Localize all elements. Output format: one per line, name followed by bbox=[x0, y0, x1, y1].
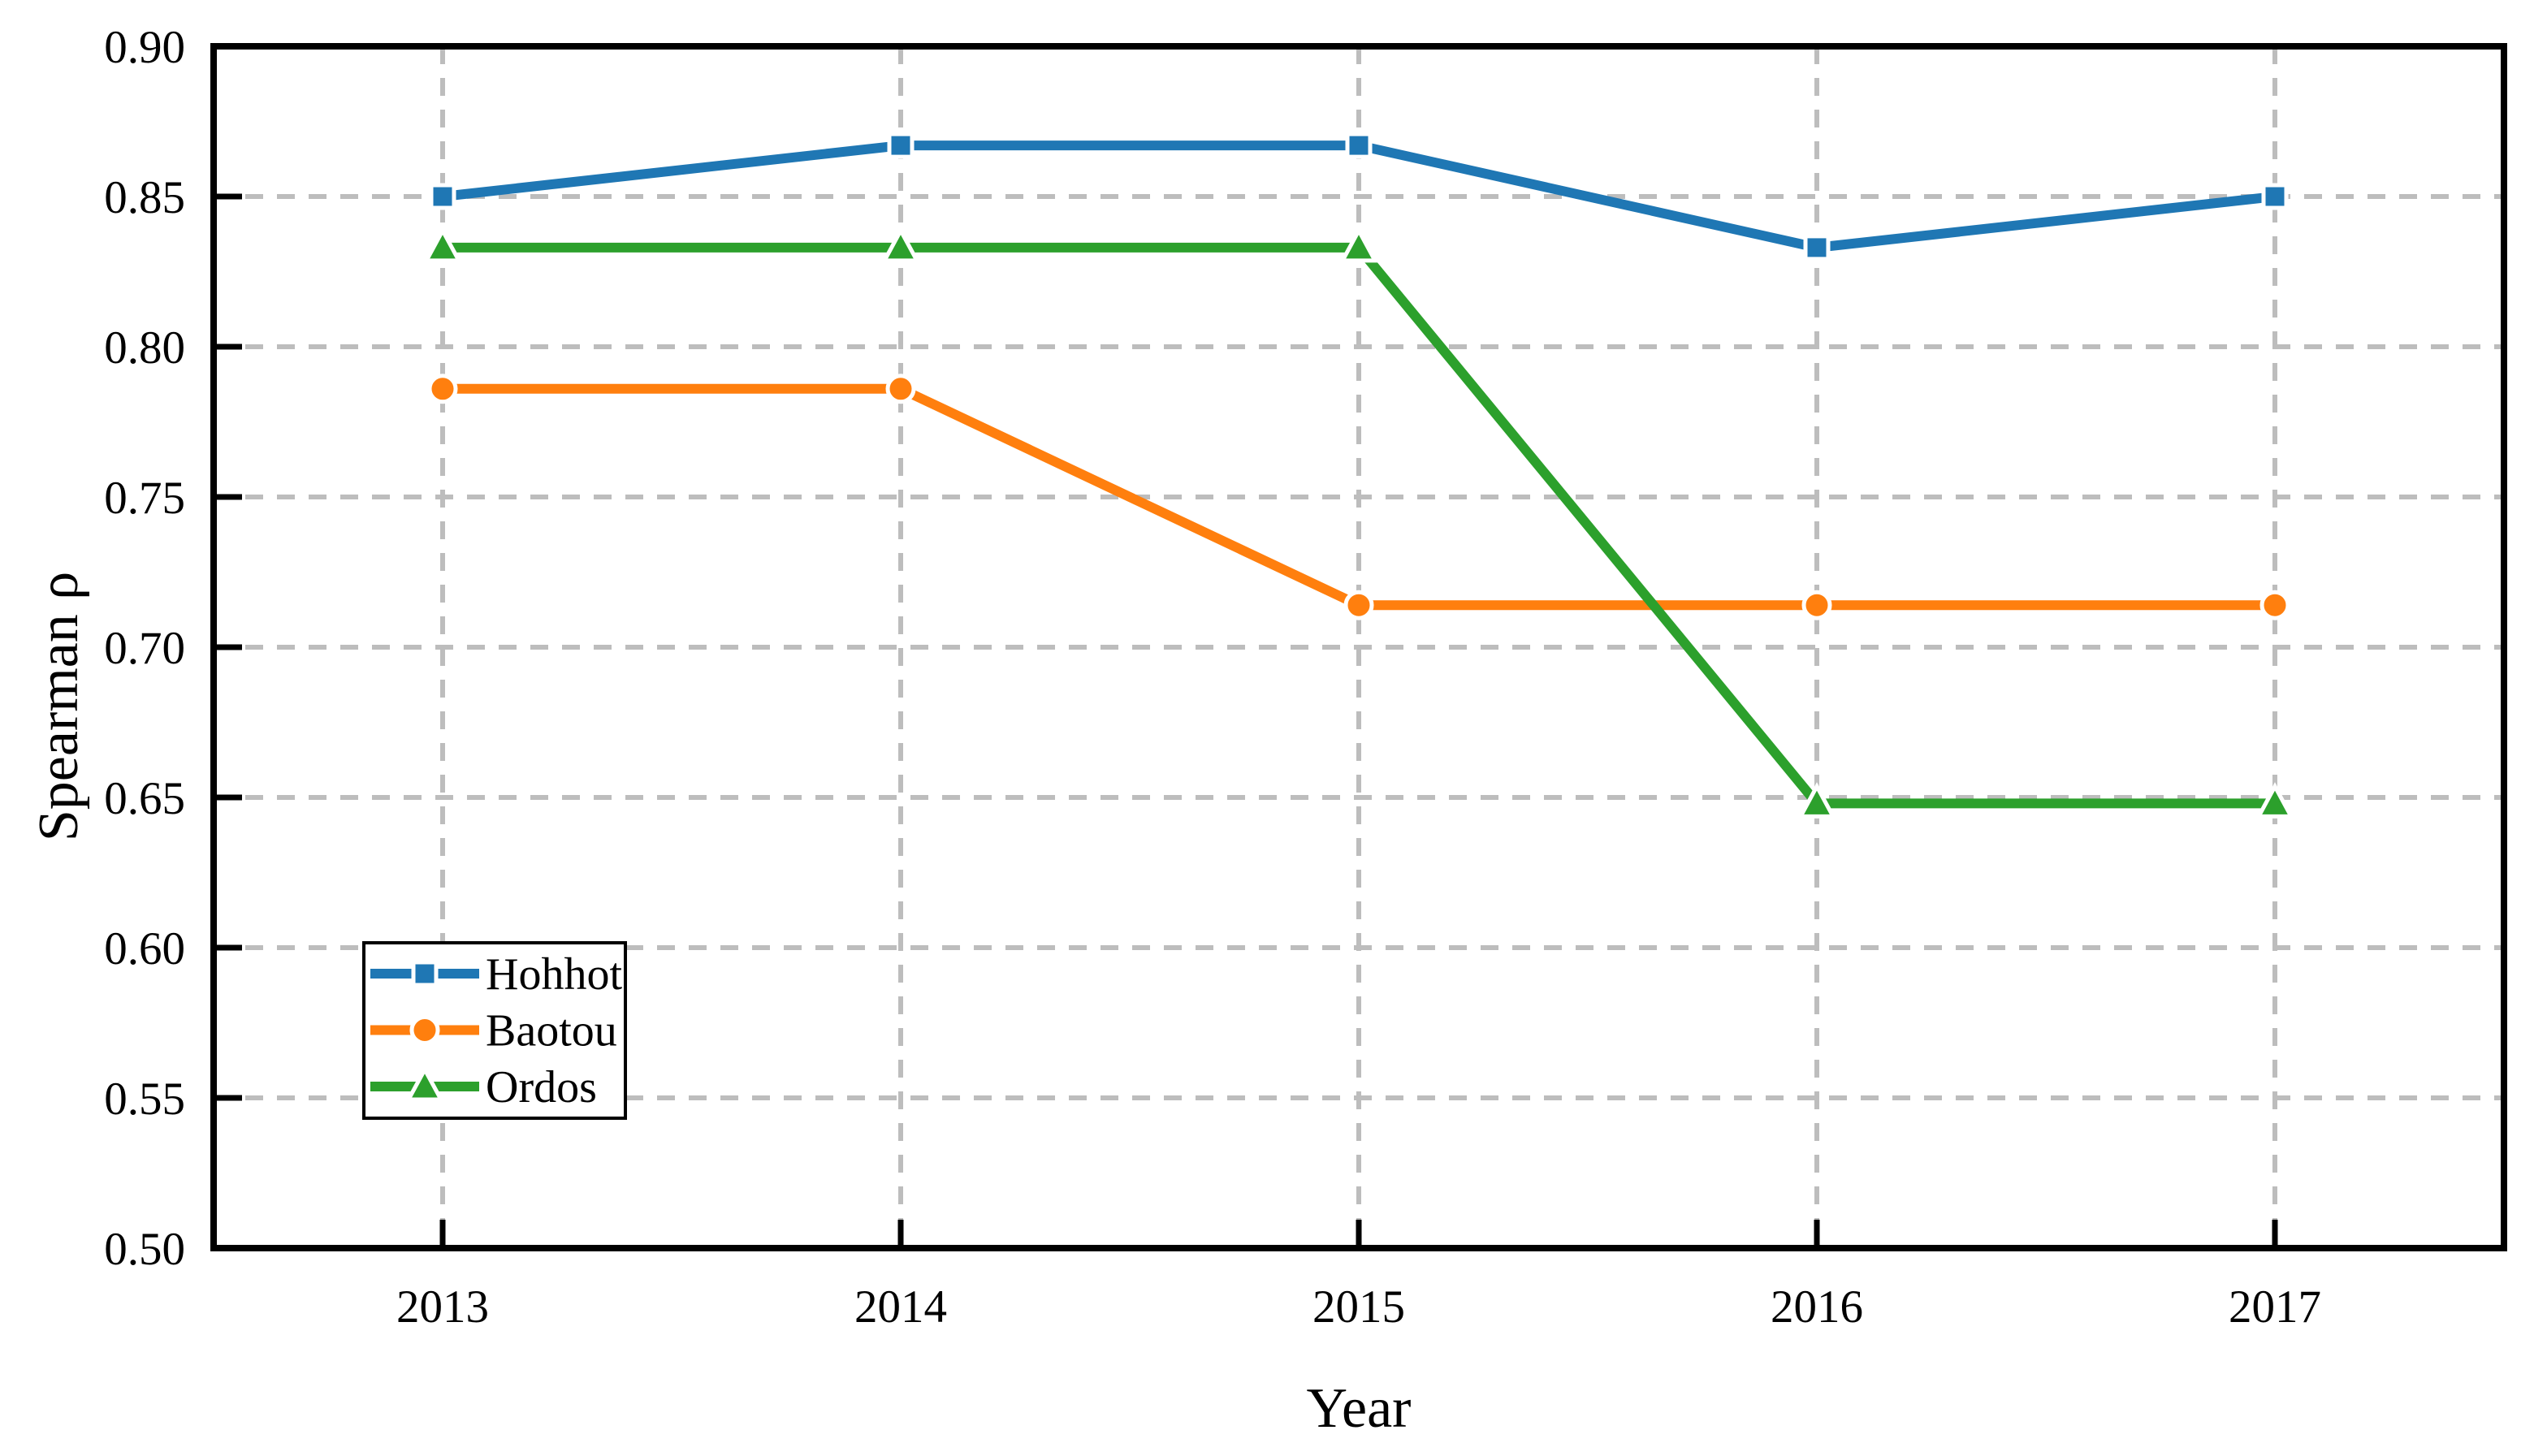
series-layer bbox=[422, 132, 2295, 819]
marker-triangle bbox=[880, 226, 921, 263]
tick-labels: 0.50 0.55 0.60 0.65 0.70 0.75 0.80 0.85 0.90 2013… bbox=[104, 22, 2321, 1333]
y-tick-label: 0.90 bbox=[104, 22, 185, 73]
y-tick-label: 0.55 bbox=[104, 1074, 185, 1125]
y-tick-label: 0.60 bbox=[104, 923, 185, 974]
series-ordos bbox=[422, 226, 2295, 819]
axis-ticks bbox=[214, 43, 2278, 1251]
x-tick-label: 2013 bbox=[396, 1281, 489, 1333]
marker-square bbox=[429, 183, 456, 210]
marker-square bbox=[1803, 234, 1831, 261]
marker-square bbox=[887, 132, 915, 159]
marker-circle bbox=[885, 374, 916, 404]
x-tick-label: 2017 bbox=[2229, 1281, 2321, 1333]
y-tick-label: 0.50 bbox=[104, 1224, 185, 1275]
y-tick-label: 0.75 bbox=[104, 473, 185, 524]
legend-entry-baotou: Baotou bbox=[370, 1006, 617, 1056]
series-baotou bbox=[427, 374, 2290, 620]
x-tick-label: 2016 bbox=[1771, 1281, 1863, 1333]
x-tick-label: 2014 bbox=[854, 1281, 947, 1333]
marker-triangle bbox=[1338, 226, 1379, 263]
x-axis-title: Year bbox=[1307, 1377, 1412, 1440]
legend-marker-triangle bbox=[404, 1065, 445, 1102]
y-tick-label: 0.65 bbox=[104, 773, 185, 824]
legend-marker-square bbox=[411, 960, 439, 987]
marker-square bbox=[1345, 132, 1373, 159]
y-tick-label: 0.85 bbox=[104, 172, 185, 223]
y-tick-label: 0.80 bbox=[104, 322, 185, 374]
marker-square bbox=[2261, 183, 2289, 210]
series-hohhot bbox=[429, 132, 2289, 261]
marker-triangle bbox=[422, 226, 463, 263]
legend-label: Hohhot bbox=[486, 949, 622, 1000]
marker-circle bbox=[1343, 590, 1374, 620]
legend-entry-ordos: Ordos bbox=[370, 1062, 597, 1113]
legend-entry-hohhot: Hohhot bbox=[370, 949, 622, 1000]
legend-label: Ordos bbox=[486, 1062, 597, 1113]
legend-label: Baotou bbox=[486, 1006, 617, 1056]
marker-circle bbox=[427, 374, 458, 404]
x-tick-label: 2015 bbox=[1312, 1281, 1405, 1333]
marker-circle bbox=[2259, 590, 2290, 620]
marker-circle bbox=[1801, 590, 1832, 620]
legend-marker-circle bbox=[409, 1015, 440, 1045]
y-tick-label: 0.70 bbox=[104, 623, 185, 674]
y-axis-title: Spearman ρ bbox=[28, 572, 90, 841]
marker-triangle bbox=[2255, 782, 2295, 819]
legend: Hohhot Baotou Ordos bbox=[362, 941, 627, 1120]
marker-triangle bbox=[1797, 782, 1837, 819]
